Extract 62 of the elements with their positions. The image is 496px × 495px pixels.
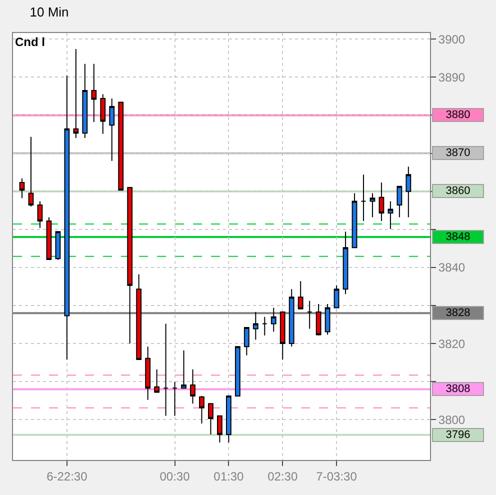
candlestick	[19, 178, 25, 199]
candlestick	[388, 200, 394, 230]
ref-line-label: 3808	[446, 383, 470, 395]
x-tick-label: 01:30	[214, 469, 244, 484]
candlestick	[342, 231, 348, 295]
x-tick-label: 6-22:30	[46, 469, 88, 484]
candlestick	[270, 307, 276, 332]
candlestick	[406, 166, 412, 218]
candlestick	[324, 303, 330, 336]
candlestick	[378, 182, 384, 222]
candlestick	[288, 288, 294, 348]
candlestick	[234, 346, 240, 397]
candlestick	[172, 381, 178, 416]
candlestick	[360, 174, 366, 222]
candlestick	[334, 284, 340, 308]
ref-line-label: 3860	[446, 185, 470, 197]
y-tick-label: 3820	[438, 336, 466, 351]
candlestick	[252, 311, 258, 340]
candlestick	[37, 200, 43, 228]
ref-line-label: 3880	[446, 109, 470, 121]
y-tick-label: 3890	[438, 70, 466, 84]
chart-title: 10 Min	[30, 4, 69, 20]
candlestick	[217, 415, 222, 443]
candlestick	[370, 192, 376, 218]
ref-line-label: 3870	[446, 147, 470, 159]
candlestick	[262, 316, 268, 336]
ref-line-label: 3796	[446, 429, 470, 441]
candlestick	[306, 300, 312, 330]
candlestick	[396, 186, 402, 218]
candlestick	[226, 396, 232, 443]
y-tick-label: 3900	[438, 32, 466, 46]
candlestick	[316, 303, 322, 336]
ref-line-label: 3848	[446, 231, 470, 243]
y-tick-label: 3800	[438, 412, 466, 427]
candlestick	[352, 192, 358, 248]
candlestick	[91, 63, 97, 123]
candlestick	[55, 231, 61, 260]
annotation: Cnd l	[15, 35, 45, 49]
candlestick	[280, 311, 286, 360]
y-tick-label: 3840	[438, 260, 466, 275]
candlestick	[145, 346, 151, 400]
candlestick	[244, 327, 250, 356]
x-tick-label: 02:30	[268, 469, 298, 484]
x-tick-label: 00:30	[160, 469, 190, 484]
candlestick	[163, 323, 168, 416]
candlestick	[73, 48, 79, 139]
x-tick-label: 7-03:30	[316, 469, 358, 484]
candlestick	[298, 280, 304, 310]
candlestick	[136, 274, 142, 360]
candlestick	[208, 403, 214, 435]
candlestick	[118, 102, 124, 191]
ref-line-label: 3828	[446, 307, 470, 319]
candlestick	[154, 368, 160, 393]
candlestick	[190, 368, 196, 404]
candlestick	[109, 98, 115, 162]
candlestick	[28, 136, 34, 208]
candlestick	[46, 216, 52, 260]
candlestick	[181, 350, 186, 389]
candlestick	[82, 63, 88, 139]
candlestick	[100, 94, 106, 134]
candlestick	[127, 187, 133, 344]
candlestick	[199, 396, 204, 424]
